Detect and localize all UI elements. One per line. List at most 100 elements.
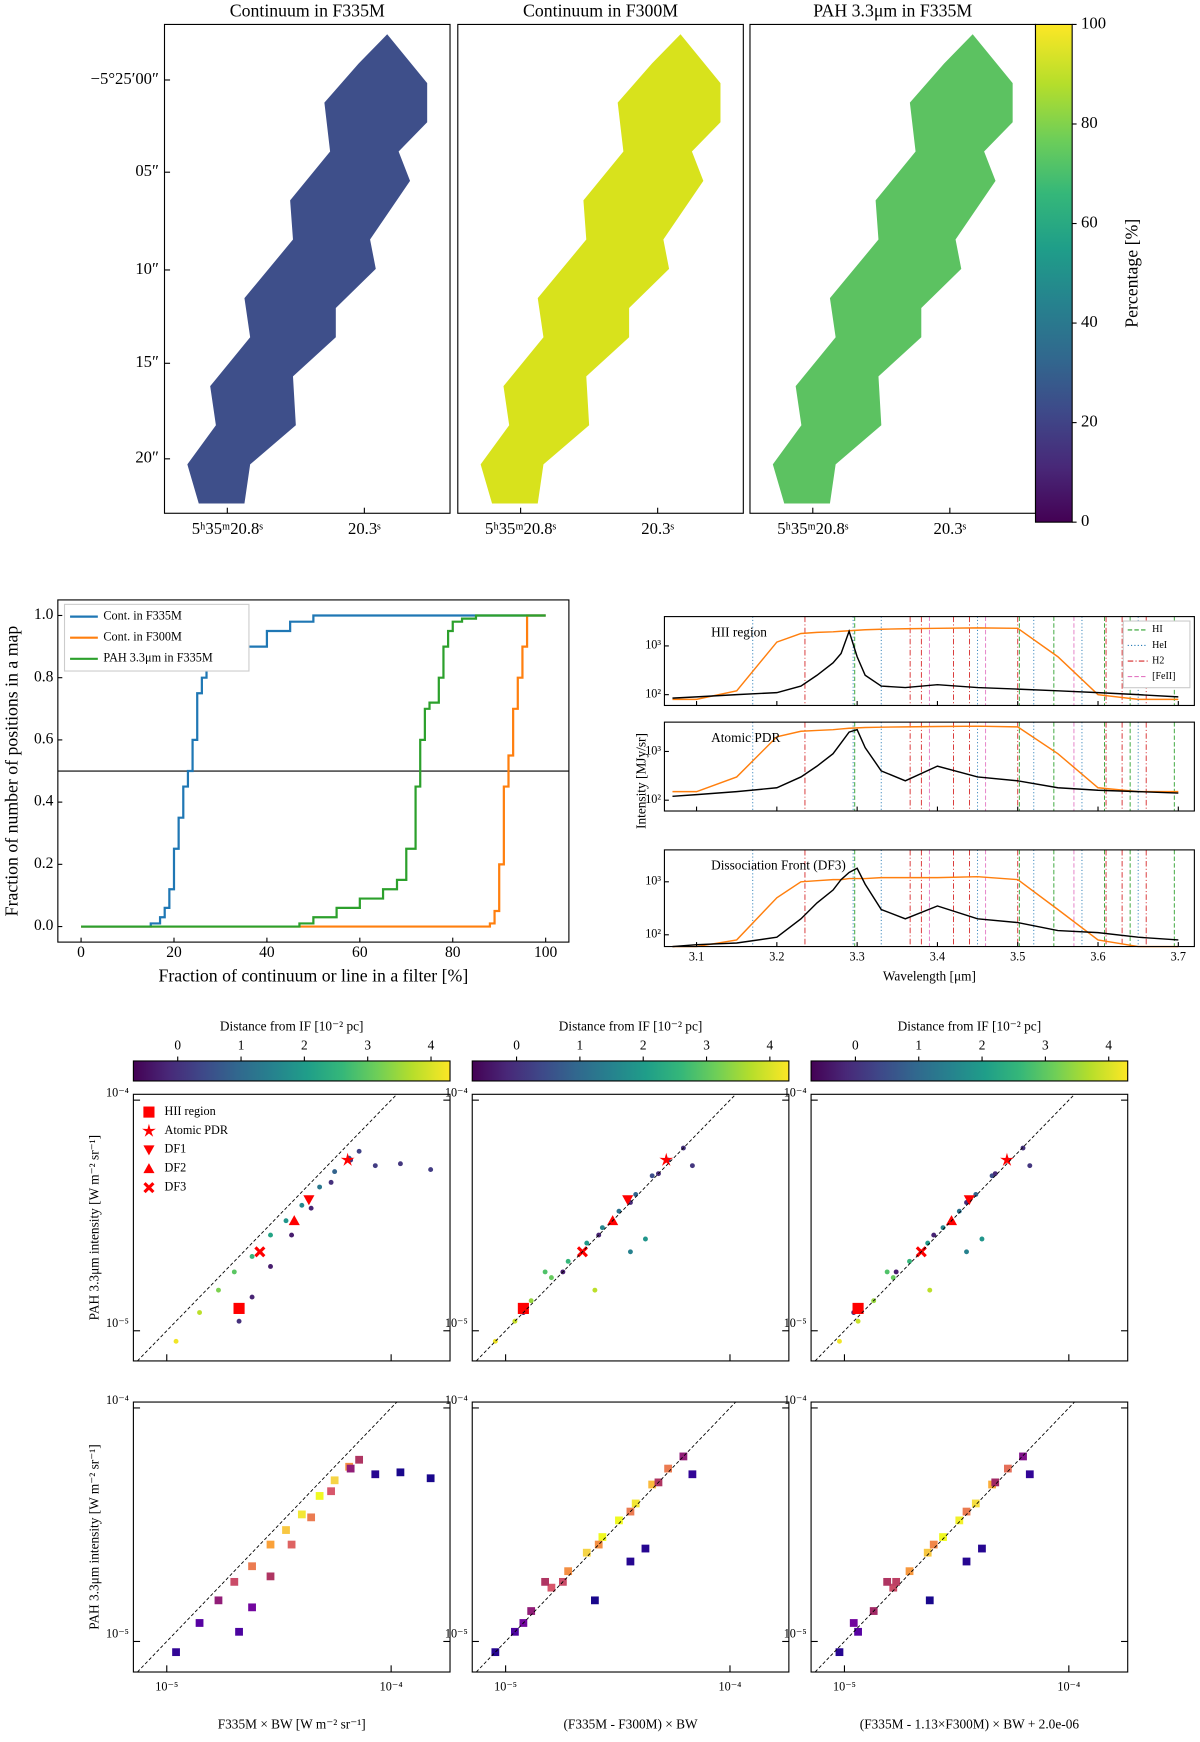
scatter-point (197, 1310, 202, 1315)
x-tick-label: 3.1 (689, 949, 704, 963)
hist-cell (962, 1557, 971, 1566)
colorbar-tick-label: 1 (577, 1038, 584, 1053)
x-tick-label: 20.3ˢ (641, 519, 674, 538)
y-tick-label: 05″ (135, 161, 159, 180)
panel-label: Dissociation Front (DF3) (711, 858, 846, 873)
y-axis-label: Intensity [MJy/sr] (633, 733, 648, 829)
x-tick-label: 100 (534, 944, 558, 961)
y-tick-label: 10⁻⁴ (445, 1393, 468, 1407)
hist-cell (1019, 1452, 1027, 1461)
hist-cell (626, 1557, 635, 1566)
spectrum-line (672, 728, 1179, 798)
y-tick-label: 10⁻⁵ (784, 1316, 807, 1330)
scatter-point (992, 1171, 998, 1177)
y-tick-label: 0.6 (34, 730, 54, 747)
panel-label: HII region (711, 624, 767, 639)
legend-symbol (143, 1163, 155, 1174)
hist-cell (854, 1627, 862, 1636)
hist-cell (923, 1548, 932, 1557)
colorbar-tick-label: 20 (1081, 411, 1098, 430)
step-line (81, 614, 546, 928)
one-to-one-line (475, 1093, 736, 1362)
legend-label: Atomic PDR (165, 1123, 229, 1137)
hist-cell (641, 1544, 650, 1553)
panel-label: Atomic PDR (711, 730, 780, 745)
x-tick-label: 3.2 (769, 949, 784, 963)
hist-cell (991, 1478, 1000, 1487)
scatter-point (528, 1298, 534, 1304)
y-tick-label: 10⁻⁵ (784, 1627, 807, 1641)
x-tick-label: 3.3 (849, 949, 864, 963)
x-tick-label: 3.7 (1171, 949, 1186, 963)
hist-cell (978, 1544, 986, 1553)
legend-label: Cont. in F335M (103, 608, 182, 622)
one-to-one-line (814, 1401, 1075, 1673)
legend-label: [FeII] (1152, 671, 1175, 682)
map-image (480, 34, 721, 504)
legend-symbol (143, 1106, 155, 1118)
colorbar-tick-label: 60 (1081, 212, 1098, 231)
reference-marker (233, 1302, 245, 1314)
one-to-one-line (137, 1401, 398, 1673)
hist-cell (527, 1607, 536, 1615)
colorbar-tick-label: 80 (1081, 113, 1098, 132)
y-tick-label: 10⁻⁵ (106, 1627, 129, 1641)
x-tick-label: 3.6 (1090, 949, 1105, 963)
y-tick-label: 15″ (135, 352, 159, 371)
y-tick-label: 10⁻⁵ (445, 1627, 468, 1641)
y-tick-label: 0.2 (34, 855, 53, 872)
x-tick-label: 10⁻⁵ (833, 1679, 856, 1693)
colorbar-label: Percentage [%] (1121, 219, 1141, 328)
hist-cell (1003, 1464, 1012, 1473)
hist-cell (248, 1603, 256, 1612)
hist-cell (615, 1516, 623, 1525)
hist-cell (230, 1577, 239, 1586)
hist-cell (889, 1583, 898, 1592)
scatter-point (332, 1169, 338, 1175)
y-axis-label: PAH 3.3μm intensity [W m⁻² sr⁻¹] (87, 1444, 102, 1629)
hist-cell (195, 1619, 204, 1627)
x-tick-label: 10⁻⁵ (494, 1679, 517, 1693)
colorbar-tick-label: 2 (301, 1038, 308, 1053)
colorbar (471, 1060, 790, 1082)
y-tick-label: 0.8 (34, 668, 54, 685)
map-image (187, 34, 428, 504)
map-title: Continuum in F335M (230, 0, 385, 20)
scatter-point (931, 1232, 937, 1238)
x-axis-label: F335M × BW [W m⁻² sr⁻¹] (218, 1716, 366, 1731)
hist-cell (287, 1540, 296, 1549)
colorbar-tick-label: 4 (428, 1038, 435, 1053)
y-tick-label: 10⁻⁵ (445, 1316, 468, 1330)
scatter-point (548, 1275, 554, 1281)
y-tick-label: 10³ (645, 874, 661, 888)
y-tick-label: 10⁻⁴ (784, 1085, 807, 1099)
scatter-point (565, 1258, 571, 1264)
scatter-point (328, 1179, 334, 1185)
scatter-point (299, 1202, 305, 1208)
colorbar-tick-label: 3 (1042, 1038, 1049, 1053)
colorbar-tick-label: 1 (915, 1038, 922, 1053)
scatter-point (855, 1318, 861, 1324)
hist-cell (955, 1516, 964, 1525)
y-tick-label: 10⁻⁴ (784, 1393, 807, 1407)
legend-symbol (143, 1145, 155, 1156)
hist-cell (971, 1499, 980, 1508)
scatter-point (173, 1338, 179, 1344)
filter-curve (672, 875, 1179, 948)
hist-cell (248, 1562, 256, 1571)
hist-cell (172, 1648, 180, 1657)
legend-label: DF1 (165, 1142, 187, 1156)
reference-marker (659, 1152, 674, 1166)
y-axis-label: PAH 3.3μm intensity [W m⁻² sr⁻¹] (87, 1135, 102, 1320)
scatter-point (283, 1218, 289, 1224)
hist-cell (679, 1452, 688, 1461)
hist-cell (330, 1476, 339, 1485)
scatter-point (428, 1167, 434, 1173)
spectrum-line (672, 867, 1179, 948)
colorbar-tick-label: 3 (703, 1038, 710, 1053)
x-axis-label: (F335M - 1.13×F300M) × BW + 2.0e-06 (860, 1716, 1080, 1731)
hist-cell (355, 1455, 364, 1464)
hist-cell (282, 1526, 290, 1534)
hist-cell (327, 1487, 335, 1496)
legend-label: HI (1152, 624, 1163, 635)
